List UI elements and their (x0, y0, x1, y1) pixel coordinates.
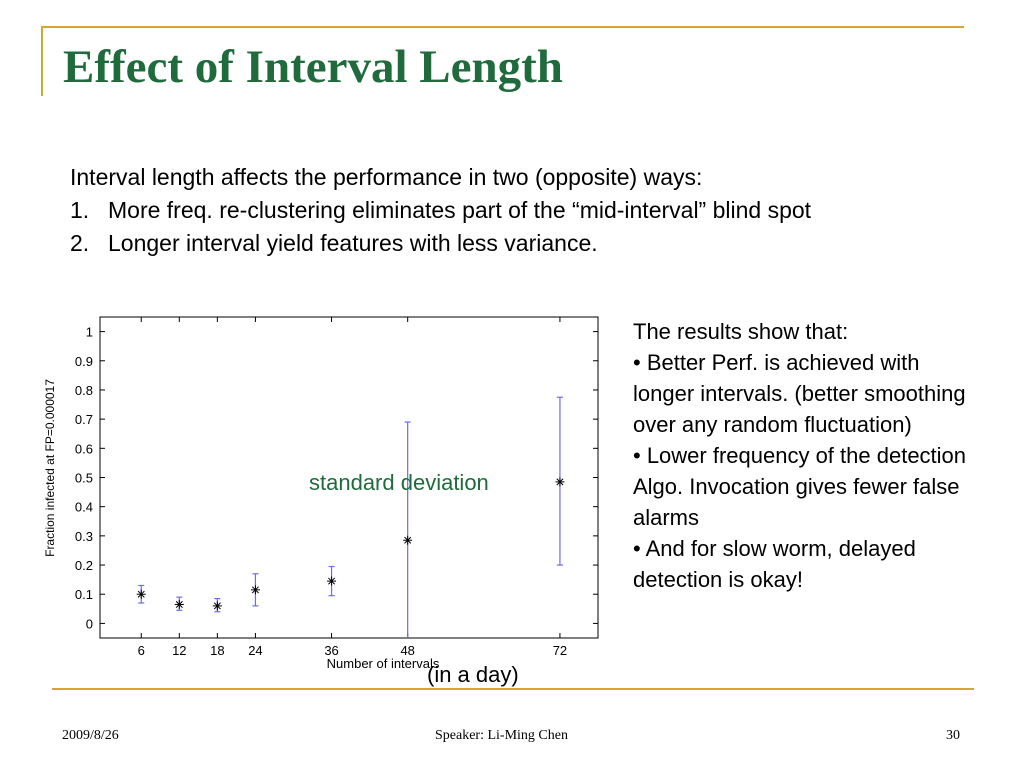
x-axis-note: (in a day) (427, 662, 519, 687)
y-axis-label: Fraction infected at FP=0.000017 (43, 379, 57, 557)
x-tick-label: 24 (248, 643, 262, 658)
marker-stroke (404, 536, 412, 544)
marker-stroke (251, 586, 259, 594)
results-item-1: • Better Perf. is achieved with longer i… (633, 350, 966, 437)
y-axis-ticks: 0 0.1 0.2 0.3 0.4 0.5 0.6 0.7 0.8 0.9 1 (75, 325, 598, 631)
marker-stroke (137, 590, 145, 598)
point-2-text: Longer interval yield features with less… (108, 230, 598, 256)
frame-top-line (41, 26, 964, 28)
marker-stroke (556, 478, 564, 486)
y-tick-label: 0.7 (75, 412, 93, 427)
point-2: 2. Longer interval yield features with le… (70, 230, 811, 263)
footer-speaker: Speaker: Li-Ming Chen (435, 728, 568, 743)
x-tick-label: 48 (400, 643, 414, 658)
data-point-marker (212, 601, 222, 611)
y-tick-label: 0.4 (75, 500, 93, 515)
data-point-marker (250, 585, 260, 595)
y-tick-label: 0 (86, 616, 93, 631)
x-axis-label: Number of intervals (327, 656, 440, 670)
point-2-number: 2. (70, 230, 90, 256)
frame-left-line (41, 26, 43, 96)
y-tick-label: 0.2 (75, 558, 93, 573)
x-tick-label: 18 (210, 643, 224, 658)
point-1: 1. More freq. re-clustering eliminates pa… (70, 197, 811, 230)
results-item-3: • And for slow worm, delayed detection i… (633, 536, 916, 592)
x-axis-ticks: 6 12 18 24 36 48 72 (138, 317, 567, 658)
data-point-marker (327, 576, 337, 586)
y-tick-label: 0.9 (75, 354, 93, 369)
data-point-marker (403, 535, 413, 545)
point-1-number: 1. (70, 197, 90, 223)
x-tick-label: 36 (324, 643, 338, 658)
data-point-marker (136, 589, 146, 599)
marker-stroke (213, 602, 221, 610)
intro-text: Interval length affects the performance … (70, 164, 703, 190)
y-tick-label: 0.1 (75, 587, 93, 602)
y-tick-label: 0.3 (75, 529, 93, 544)
y-tick-label: 0.8 (75, 383, 93, 398)
chart-points (136, 396, 565, 638)
x-tick-label: 72 (553, 643, 567, 658)
error-bar-chart: 0 0.1 0.2 0.3 0.4 0.5 0.6 0.7 0.8 0.9 1 6 12 18 24 36 4… (43, 316, 599, 670)
results-heading: The results show that: (633, 319, 849, 344)
y-tick-label: 0.5 (75, 471, 93, 486)
frame-bottom-line (52, 688, 974, 690)
footer-page-number: 30 (946, 728, 960, 743)
data-point-marker (174, 599, 184, 609)
y-tick-label: 1 (86, 325, 93, 340)
intro-block: Interval length affects the performance … (70, 164, 811, 263)
marker-stroke (175, 600, 183, 608)
x-tick-label: 12 (172, 643, 186, 658)
results-panel: The results show that: • Better Perf. is… (633, 316, 978, 595)
footer-date: 2009/8/26 (62, 728, 119, 743)
results-item-2: • Lower frequency of the detection Algo.… (633, 443, 967, 530)
data-point-marker (555, 477, 565, 487)
y-tick-label: 0.6 (75, 441, 93, 456)
slide-title: Effect of Interval Length (63, 41, 563, 93)
x-tick-label: 6 (138, 643, 145, 658)
std-dev-annotation: standard deviation (309, 470, 489, 495)
point-1-text: More freq. re-clustering eliminates part… (108, 197, 812, 223)
marker-stroke (328, 577, 336, 585)
